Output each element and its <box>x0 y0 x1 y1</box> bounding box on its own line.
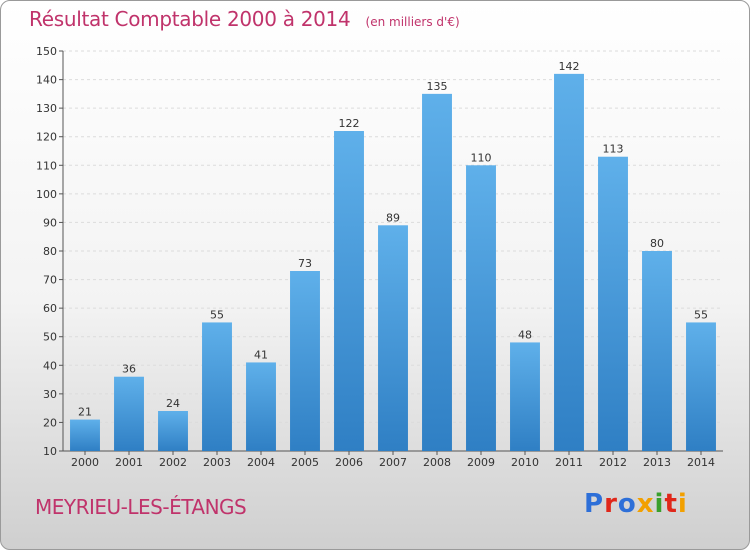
bar-2001 <box>114 376 144 451</box>
y-tick-label: 100 <box>36 188 57 201</box>
data-label-2009: 110 <box>471 151 492 164</box>
data-label-2004: 41 <box>254 348 268 361</box>
bar-2010 <box>510 342 540 451</box>
bar-2012 <box>598 156 628 451</box>
bar-2002 <box>158 411 188 451</box>
data-label-2003: 55 <box>210 308 224 321</box>
brand-letter: i <box>677 489 688 519</box>
data-label-2000: 21 <box>78 406 92 419</box>
y-tick-label: 10 <box>43 445 57 458</box>
data-label-2011: 142 <box>559 60 580 73</box>
brand-letter: r <box>604 489 618 519</box>
x-tick-label-2014: 2014 <box>687 456 715 469</box>
x-tick-label-2011: 2011 <box>555 456 583 469</box>
data-label-2005: 73 <box>298 257 312 270</box>
brand-letter: P <box>584 489 605 519</box>
brand-letter: t <box>664 489 678 519</box>
data-label-2012: 113 <box>603 143 624 156</box>
y-tick-label: 40 <box>43 359 57 372</box>
x-tick-label-2002: 2002 <box>159 456 187 469</box>
bar-2000 <box>70 419 100 451</box>
x-tick-label-2005: 2005 <box>291 456 319 469</box>
y-tick-label: 130 <box>36 102 57 115</box>
x-tick-label-2013: 2013 <box>643 456 671 469</box>
x-tick-label-2000: 2000 <box>71 456 99 469</box>
y-tick-label: 120 <box>36 131 57 144</box>
data-label-2010: 48 <box>518 328 532 341</box>
bar-2008 <box>422 93 452 451</box>
y-tick-label: 110 <box>36 159 57 172</box>
bar-2013 <box>642 251 672 451</box>
y-tick-label: 60 <box>43 302 57 315</box>
x-tick-label-2012: 2012 <box>599 456 627 469</box>
data-label-2006: 122 <box>339 117 360 130</box>
chart-title: Résultat Comptable 2000 à 2014 <box>29 7 351 31</box>
brand-letter: o <box>617 489 637 519</box>
x-tick-label-2010: 2010 <box>511 456 539 469</box>
y-tick-label: 80 <box>43 245 57 258</box>
y-tick-label: 140 <box>36 74 57 87</box>
bar-2003 <box>202 322 232 451</box>
bar-2005 <box>290 271 320 451</box>
place-name: MEYRIEU-LES-ÉTANGS <box>35 495 247 519</box>
x-tick-label-2007: 2007 <box>379 456 407 469</box>
y-tick-label: 50 <box>43 331 57 344</box>
x-tick-label-2008: 2008 <box>423 456 451 469</box>
data-label-2014: 55 <box>694 308 708 321</box>
bar-2004 <box>246 362 276 451</box>
data-label-2007: 89 <box>386 211 400 224</box>
x-tick-label-2004: 2004 <box>247 456 275 469</box>
bar-2011 <box>554 73 584 451</box>
brand-logo: Proxiti <box>584 489 688 519</box>
bar-2014 <box>686 322 716 451</box>
y-tick-label: 70 <box>43 274 57 287</box>
y-tick-label: 90 <box>43 216 57 229</box>
y-tick-label: 30 <box>43 388 57 401</box>
data-label-2001: 36 <box>122 363 136 376</box>
y-tick-label: 20 <box>43 416 57 429</box>
title-row: Résultat Comptable 2000 à 2014 (en milli… <box>29 7 460 31</box>
x-tick-label-2001: 2001 <box>115 456 143 469</box>
data-label-2002: 24 <box>166 397 180 410</box>
bar-2009 <box>466 165 496 452</box>
x-tick-label-2006: 2006 <box>335 456 363 469</box>
x-tick-label-2009: 2009 <box>467 456 495 469</box>
bar-2007 <box>378 225 408 451</box>
y-tick-label: 150 <box>36 45 57 58</box>
brand-letter: x <box>636 489 655 519</box>
chart-subtitle: (en milliers d'€) <box>365 15 460 29</box>
bar-2006 <box>334 131 364 451</box>
data-label-2013: 80 <box>650 237 664 250</box>
data-label-2008: 135 <box>427 80 448 93</box>
brand-letter: i <box>654 489 665 519</box>
x-tick-label-2003: 2003 <box>203 456 231 469</box>
